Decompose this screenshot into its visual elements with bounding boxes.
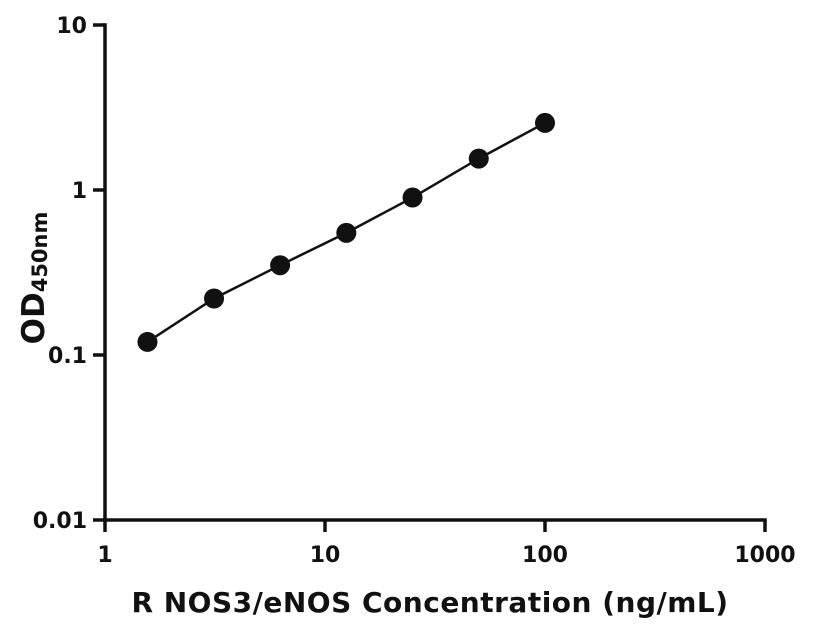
x-tick-label: 1000 — [734, 543, 795, 568]
data-point — [535, 112, 555, 133]
x-tick-label: 100 — [522, 543, 568, 568]
data-point — [204, 288, 225, 309]
y-tick-label: 0.1 — [48, 344, 87, 369]
y-tick-label: 1 — [72, 179, 87, 204]
data-point — [402, 187, 423, 208]
y-axis-title-main: OD — [16, 292, 52, 345]
x-tick-label: 10 — [310, 543, 341, 568]
data-point — [468, 148, 489, 169]
y-axis-title-subscript: 450nm — [28, 211, 52, 293]
y-tick-label: 0.01 — [33, 509, 87, 534]
y-axis-title: OD450nm — [16, 212, 52, 345]
y-tick-label: 10 — [56, 14, 87, 39]
x-tick-label: 1 — [97, 543, 112, 568]
data-point — [270, 255, 291, 276]
x-axis-title: R NOS3/eNOS Concentration (ng/mL) — [131, 586, 729, 619]
data-point — [336, 222, 357, 243]
data-point — [137, 331, 158, 352]
